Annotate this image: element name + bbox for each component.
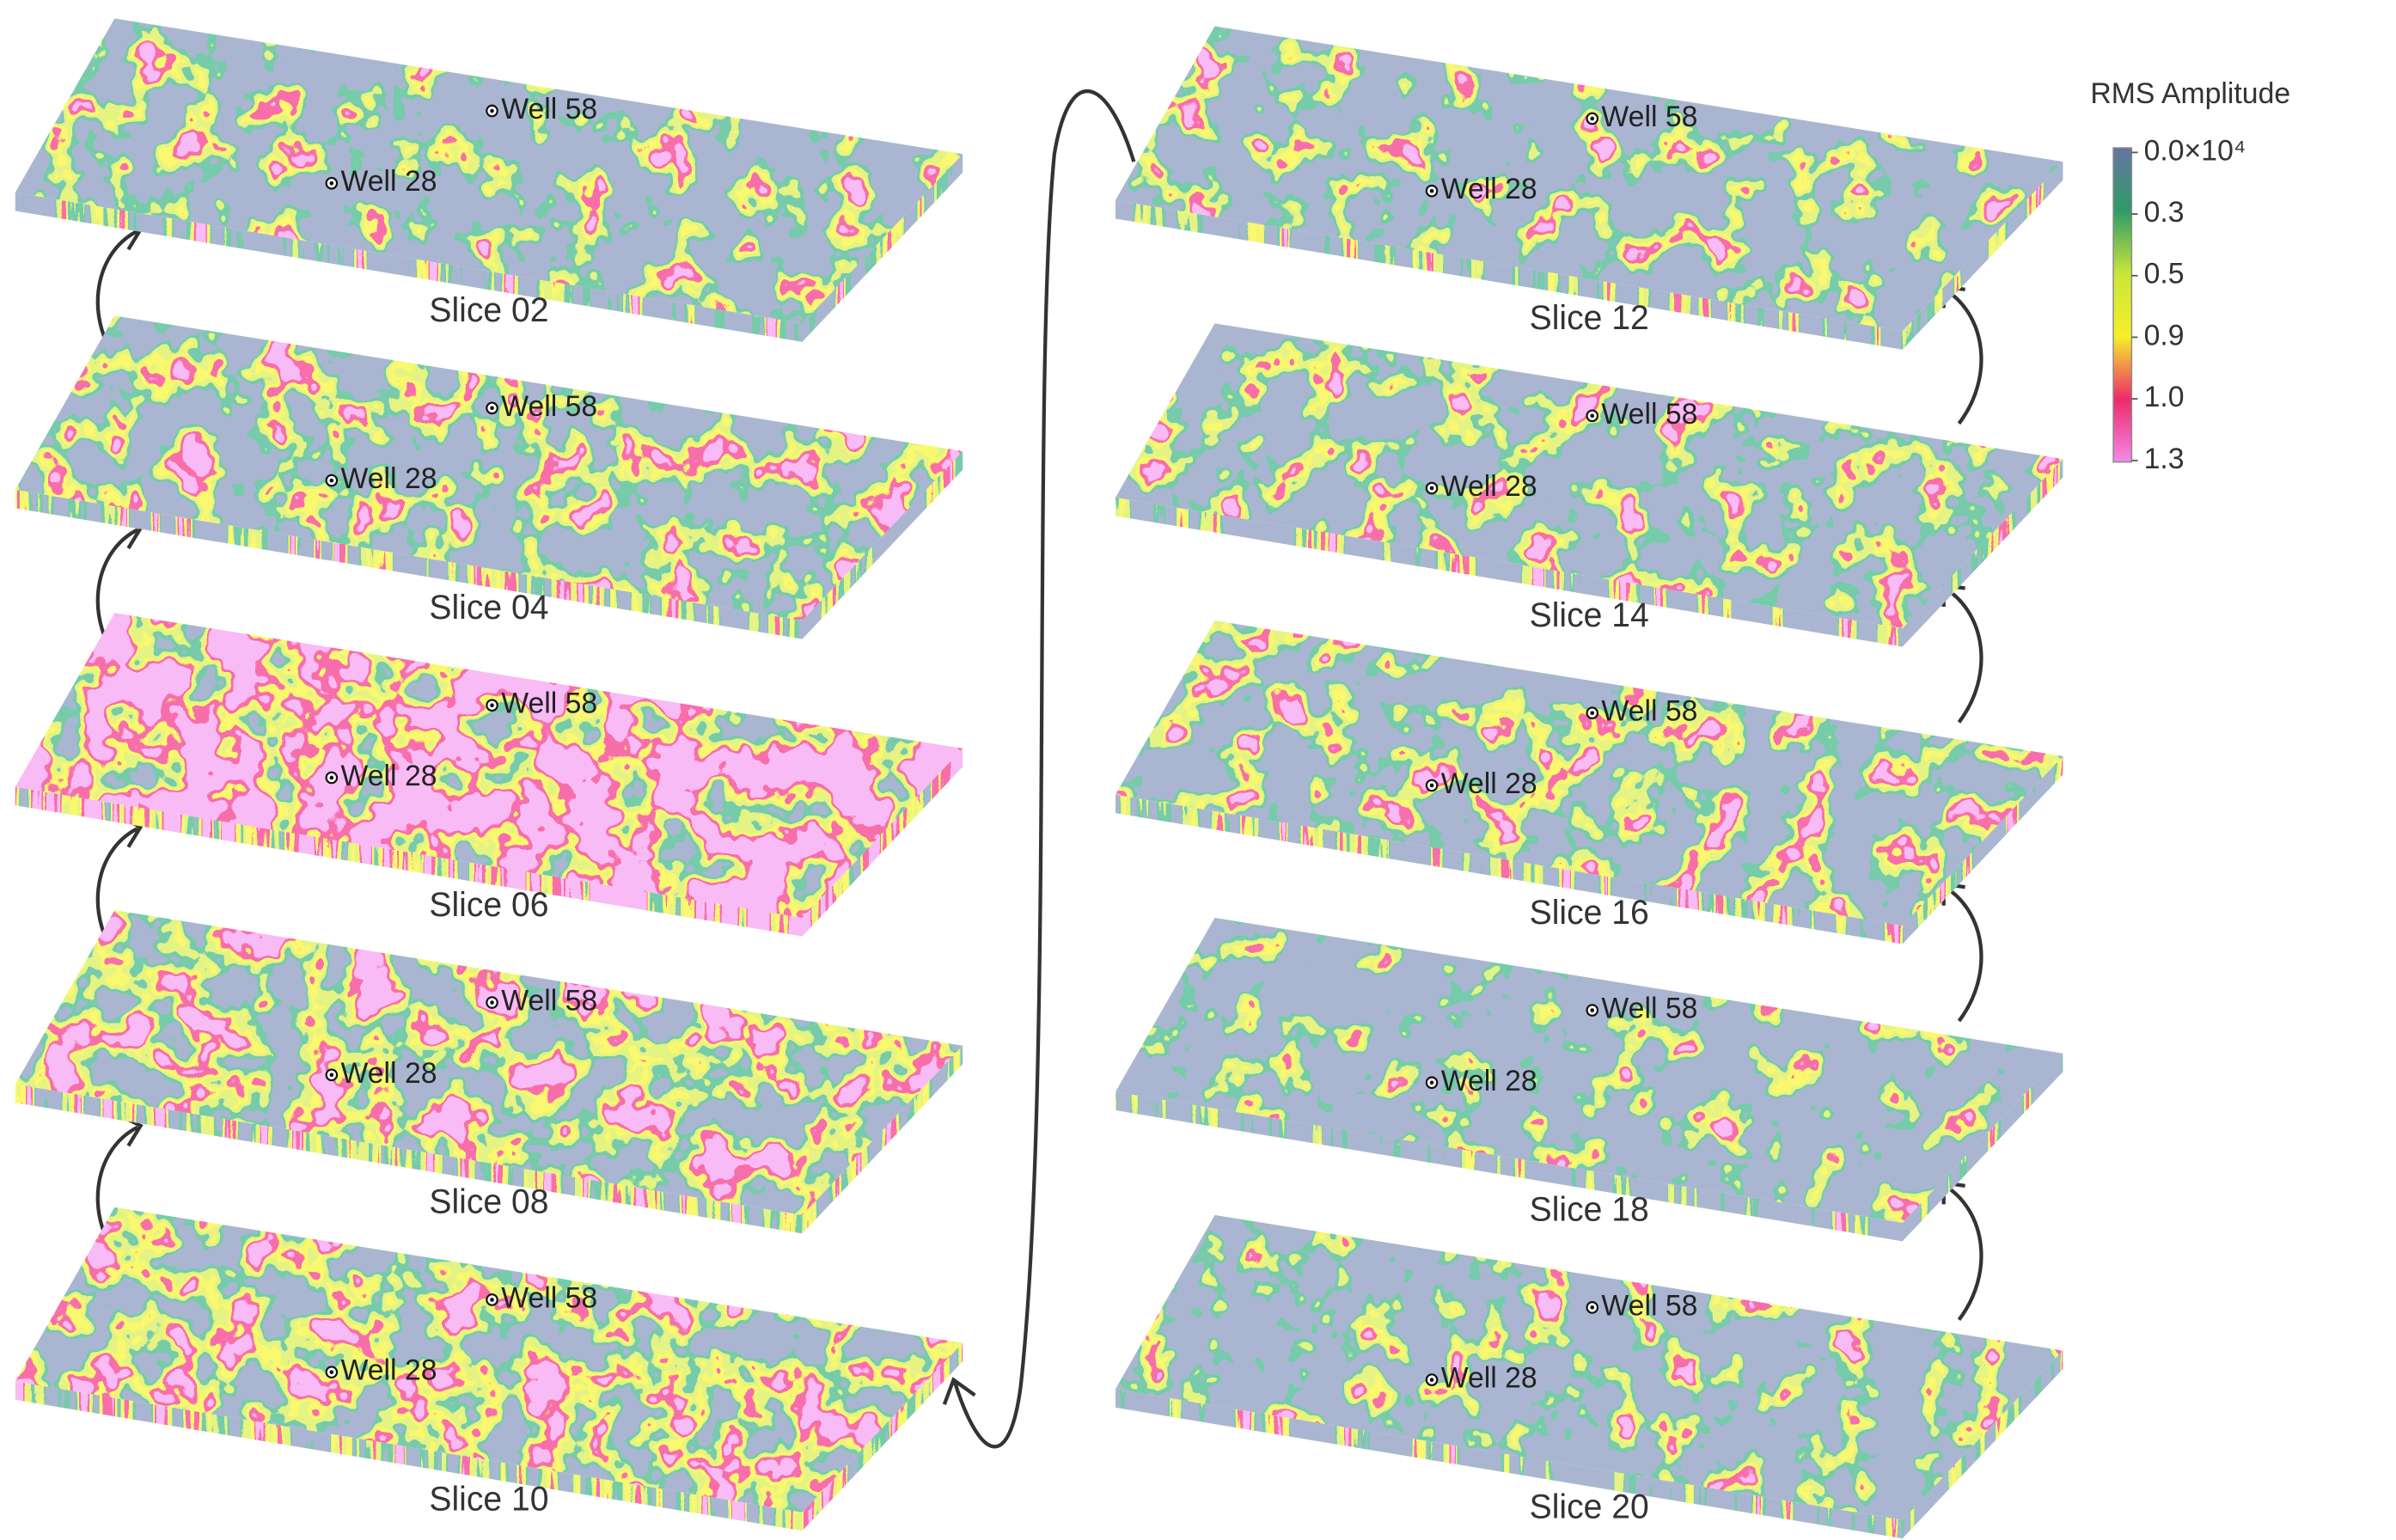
slice-surface — [15, 910, 963, 1215]
well-marker-dot — [329, 180, 334, 186]
well-marker-dot — [1429, 1378, 1434, 1382]
well-label: Well 58 — [501, 1281, 597, 1314]
slice-label: Slice 16 — [1530, 894, 1649, 932]
well-label: Well 58 — [1601, 101, 1697, 133]
slice-label: Slice 10 — [429, 1480, 548, 1518]
legend-ticks: 0.0×10⁴ 0.3 0.5 0.9 1.0 1.3 — [2131, 134, 2246, 475]
slice: Slice 10 Well 58 Well 28 — [15, 1207, 963, 1531]
well-marker-dot — [1590, 1008, 1595, 1012]
slice-surface — [1115, 918, 2063, 1223]
well-marker-dot — [490, 703, 494, 708]
slice-label: Slice 06 — [429, 886, 548, 924]
color-bar — [2112, 147, 2133, 463]
legend-tick-label: 1.0 — [2144, 381, 2185, 413]
well-label: Well 58 — [501, 93, 597, 125]
well-marker-dot — [490, 108, 494, 113]
well-marker-dot — [490, 406, 494, 411]
well-marker-dot — [490, 1000, 494, 1005]
well-marker-dot — [329, 478, 334, 483]
legend-tick-label: 0.5 — [2144, 258, 2185, 290]
slices: Slice 02 Well 58 Well 28 Slice 04 Well 58 Wel… — [15, 18, 2063, 1539]
well-label: Well 28 — [1441, 1065, 1537, 1097]
well-label: Well 58 — [1601, 695, 1697, 728]
legend-tick-label: 0.3 — [2144, 196, 2185, 229]
well-label: Well 28 — [1441, 173, 1537, 205]
slice-label: Slice 08 — [429, 1183, 548, 1221]
slice: Slice 06 Well 58 Well 28 — [15, 613, 963, 937]
arrow — [1941, 882, 1983, 1023]
well-marker-dot — [1590, 1305, 1595, 1310]
legend-title: RMS Amplitude — [2090, 77, 2290, 110]
well-marker-dot — [1590, 116, 1595, 121]
well-marker-dot — [1590, 413, 1595, 419]
slice: Slice 14 Well 58 Well 28 — [1115, 323, 2063, 647]
slice-surface — [15, 315, 963, 621]
well-marker-dot — [1429, 188, 1434, 193]
arrow — [1941, 284, 1983, 425]
slice: Slice 18 Well 58 Well 28 — [1115, 918, 2063, 1242]
well-label: Well 58 — [1601, 398, 1697, 431]
well-label: Well 28 — [341, 1354, 437, 1387]
arrow — [1941, 1180, 1983, 1322]
well-label: Well 28 — [341, 760, 437, 792]
slice: Slice 20 Well 58 Well 28 — [1115, 1214, 2063, 1539]
well-label: Well 58 — [501, 688, 597, 720]
well-label: Well 58 — [501, 390, 597, 423]
well-marker-dot — [329, 775, 334, 780]
well-label: Well 28 — [341, 462, 437, 495]
slice: Slice 04 Well 58 Well 28 — [15, 315, 963, 639]
slice: Slice 08 Well 58 Well 28 — [15, 910, 963, 1234]
slice-surface — [15, 613, 963, 919]
well-label: Well 58 — [1601, 1289, 1697, 1322]
legend-tick-label: 0.0×10⁴ — [2144, 134, 2246, 167]
well-label: Well 28 — [1441, 470, 1537, 503]
well-label: Well 58 — [501, 984, 597, 1017]
well-marker-dot — [1590, 711, 1595, 716]
slice-label: Slice 12 — [1530, 299, 1649, 337]
color-legend: RMS Amplitude 0.0×10⁴ 0.3 0.5 0.9 1.0 1.3 — [2090, 77, 2290, 475]
legend-tick-label: 0.9 — [2144, 319, 2185, 351]
well-marker-dot — [329, 1370, 334, 1375]
legend-tick-label: 1.3 — [2144, 443, 2185, 475]
well-label: Well 28 — [1441, 767, 1537, 800]
slice-label: Slice 20 — [1530, 1488, 1649, 1525]
well-marker-dot — [1429, 1080, 1434, 1085]
well-marker-dot — [490, 1298, 494, 1302]
slice-surface — [1115, 1214, 2063, 1520]
slice-label: Slice 02 — [429, 291, 548, 329]
slice: Slice 02 Well 58 Well 28 — [15, 18, 963, 342]
slice-surface — [1115, 620, 2063, 926]
slice-label: Slice 14 — [1530, 596, 1649, 634]
slice-surface — [15, 1207, 963, 1512]
well-marker-dot — [329, 1072, 334, 1078]
well-label: Well 28 — [341, 165, 437, 198]
slice: Slice 16 Well 58 Well 28 — [1115, 620, 2063, 944]
well-marker-dot — [1429, 783, 1434, 788]
slice-surface — [1115, 26, 2063, 332]
slice-label: Slice 04 — [429, 589, 548, 626]
slice: Slice 12 Well 58 Well 28 — [1115, 26, 2063, 350]
well-label: Well 28 — [341, 1057, 437, 1090]
arrow — [942, 89, 1136, 1449]
slice-label: Slice 18 — [1530, 1191, 1649, 1229]
arrow — [1941, 583, 1983, 724]
well-label: Well 28 — [1441, 1362, 1537, 1395]
well-marker-dot — [1429, 486, 1434, 491]
well-label: Well 58 — [1601, 992, 1697, 1024]
slice-surface — [15, 18, 963, 324]
slice-surface — [1115, 323, 2063, 629]
